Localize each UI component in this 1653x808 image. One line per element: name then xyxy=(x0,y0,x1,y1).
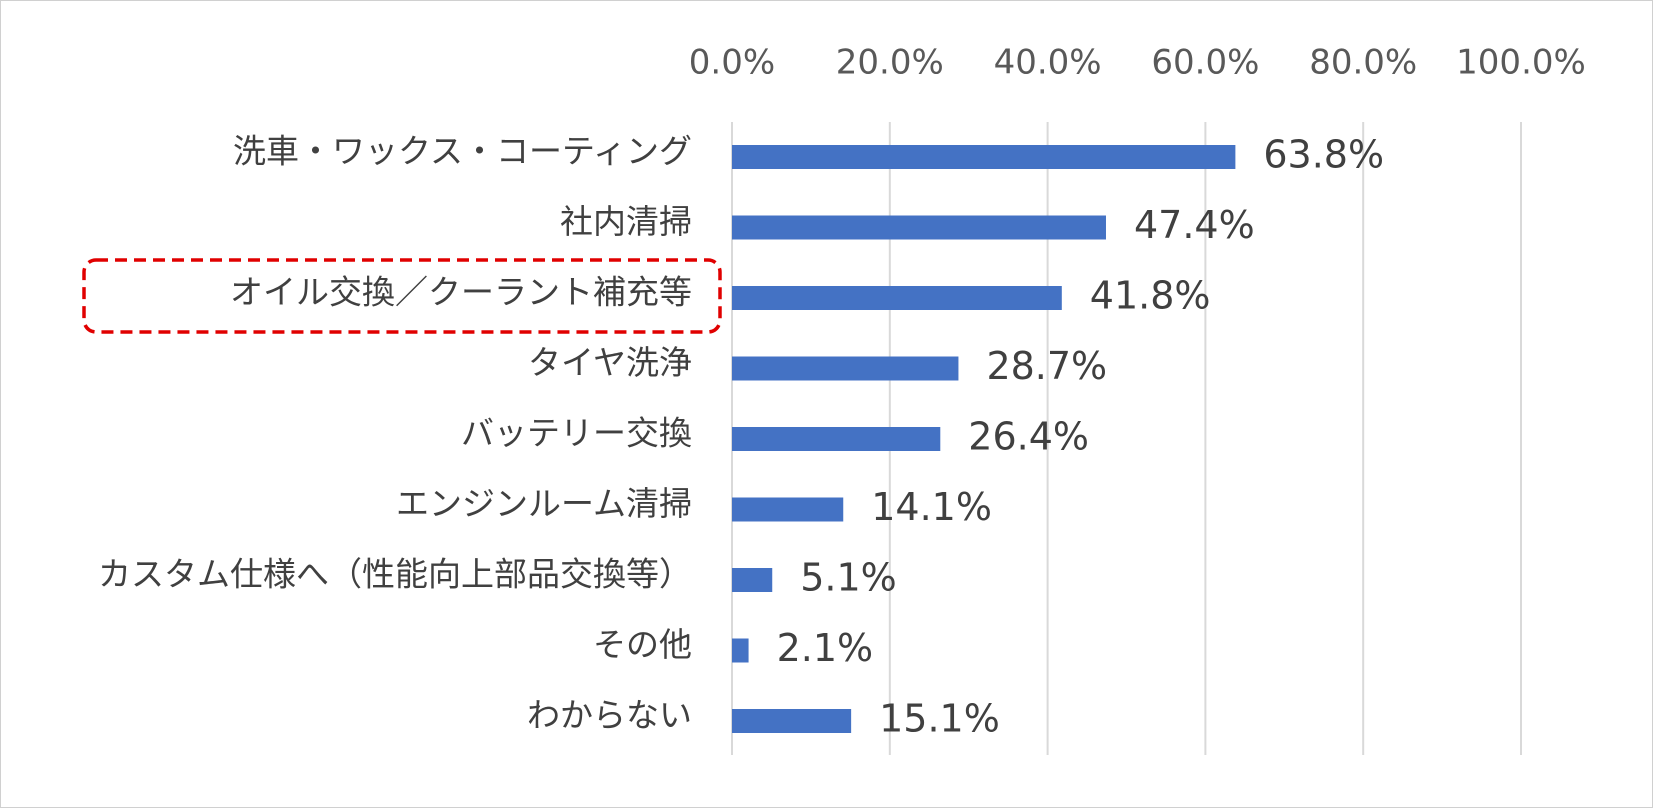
bar xyxy=(732,356,959,381)
bar xyxy=(732,709,852,733)
bars xyxy=(732,145,1236,733)
highlight-annotation xyxy=(82,258,722,334)
bar xyxy=(732,145,1236,169)
category-label: カスタム仕様へ（性能向上部品交換等） xyxy=(98,555,692,594)
category-label: バッテリー交換 xyxy=(461,414,692,453)
highlight-box xyxy=(82,258,722,334)
category-label: 社内清掃 xyxy=(560,202,692,241)
x-tick-label: 40.0% xyxy=(994,43,1102,83)
data-label: 2.1% xyxy=(777,626,874,670)
x-axis-tick-labels: 0.0% 20.0% 40.0% 60.0% 80.0% 100.0% xyxy=(689,43,1586,83)
category-label: その他 xyxy=(593,625,692,664)
x-tick-label: 60.0% xyxy=(1151,43,1259,83)
x-tick-label: 80.0% xyxy=(1309,43,1417,83)
data-label: 28.7% xyxy=(986,344,1107,388)
bar xyxy=(732,638,749,663)
data-label: 14.1% xyxy=(871,485,992,529)
category-label: オイル交換／クーラント補充等 xyxy=(230,273,692,312)
data-label: 47.4% xyxy=(1134,203,1255,247)
data-label: 41.8% xyxy=(1090,274,1211,318)
bar xyxy=(732,568,773,592)
bar xyxy=(732,215,1106,240)
x-tick-label: 100.0% xyxy=(1456,43,1586,83)
data-label: 63.8% xyxy=(1263,133,1384,177)
x-tick-label: 0.0% xyxy=(689,43,775,83)
category-label: エンジンルーム清掃 xyxy=(396,484,692,523)
bar xyxy=(732,286,1062,310)
bar xyxy=(732,427,941,451)
category-label: タイヤ洗浄 xyxy=(528,343,692,382)
data-label: 5.1% xyxy=(800,556,897,600)
bar xyxy=(732,497,844,522)
data-label: 26.4% xyxy=(968,415,1089,459)
x-tick-label: 20.0% xyxy=(836,43,944,83)
category-label: わからない xyxy=(527,696,692,735)
data-labels: 63.8%47.4% 41.8% 28.7% 26.4% 14.1% 5.1% 2.1%15… xyxy=(777,133,1385,741)
category-label: 洗車・ワックス・コーティング xyxy=(233,132,692,171)
category-labels: 洗車・ワックス・コーティング社内清掃オイル交換／クーラント補充等タイヤ洗浄バッテ… xyxy=(98,132,692,735)
data-label: 15.1% xyxy=(879,697,1000,741)
